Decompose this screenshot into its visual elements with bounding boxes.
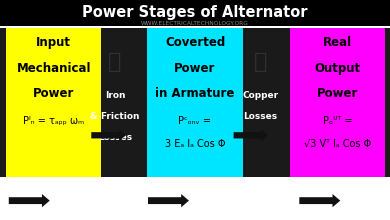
Text: Iron: Iron: [105, 91, 125, 100]
Text: & Friction: & Friction: [90, 112, 140, 121]
Text: Mechanical: Mechanical: [16, 62, 91, 75]
Text: Input: Input: [36, 36, 71, 49]
Text: 3 Eₐ Iₐ Cos Φ: 3 Eₐ Iₐ Cos Φ: [165, 139, 225, 148]
Polygon shape: [234, 129, 268, 141]
Text: √3 Vᵀ Iₐ Cos Φ: √3 Vᵀ Iₐ Cos Φ: [304, 139, 371, 148]
FancyBboxPatch shape: [6, 28, 101, 177]
Text: WWW.ELECTRICALTECHNOLOGY.ORG: WWW.ELECTRICALTECHNOLOGY.ORG: [141, 21, 249, 26]
Text: Real: Real: [323, 36, 352, 49]
Text: Losses: Losses: [98, 133, 132, 142]
Text: Coverted: Coverted: [165, 36, 225, 49]
Text: in Armature: in Armature: [155, 87, 235, 100]
Text: Copper: Copper: [243, 91, 278, 100]
FancyBboxPatch shape: [0, 28, 390, 177]
Polygon shape: [91, 129, 126, 141]
Text: Power Stages of Alternator: Power Stages of Alternator: [82, 5, 308, 20]
Text: Pₒᵁᵀ =: Pₒᵁᵀ =: [323, 116, 352, 125]
Text: Losses: Losses: [243, 112, 278, 121]
Text: 💡: 💡: [108, 52, 122, 72]
Text: Power: Power: [174, 62, 216, 75]
Text: Power: Power: [33, 87, 74, 100]
Text: Output: Output: [314, 62, 360, 75]
Polygon shape: [9, 194, 50, 207]
Text: 💡: 💡: [254, 52, 267, 72]
FancyBboxPatch shape: [290, 28, 385, 177]
Text: Pᶜₒₙᵥ =: Pᶜₒₙᵥ =: [179, 116, 211, 125]
Text: Power: Power: [317, 87, 358, 100]
FancyBboxPatch shape: [0, 26, 390, 220]
Polygon shape: [300, 194, 340, 207]
Polygon shape: [148, 194, 189, 207]
Text: Pᴵₙ = τₐₚₚ ωₘ: Pᴵₙ = τₐₚₚ ωₘ: [23, 116, 84, 125]
FancyBboxPatch shape: [147, 28, 243, 177]
